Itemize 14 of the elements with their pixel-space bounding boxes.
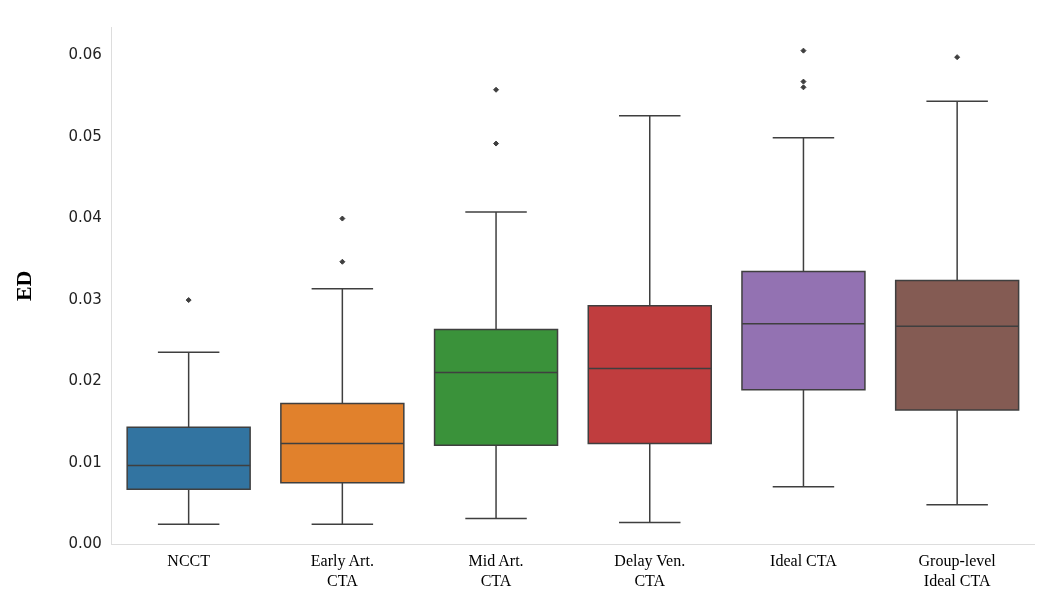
x-tick-label: Delay Ven. CTA — [614, 552, 686, 589]
y-tick-label: 0.02 — [68, 371, 102, 390]
y-tick-label: 0.06 — [68, 45, 102, 64]
y-axis-title: ED — [10, 270, 36, 302]
x-tick-label: NCCT — [167, 552, 211, 570]
y-tick-label: 0.04 — [68, 208, 102, 227]
y-tick-label: 0.01 — [68, 452, 102, 471]
x-tick-label: Group-level Ideal CTA — [918, 552, 997, 589]
y-tick-label: 0.00 — [68, 534, 102, 553]
y-tick-label: 0.03 — [68, 289, 102, 308]
x-tick-label: Early Art. CTA — [310, 552, 374, 589]
x-tick-label: Ideal CTA — [770, 552, 838, 570]
y-tick-label: 0.05 — [68, 126, 102, 145]
x-tick-label: Mid Art. CTA — [468, 552, 524, 589]
